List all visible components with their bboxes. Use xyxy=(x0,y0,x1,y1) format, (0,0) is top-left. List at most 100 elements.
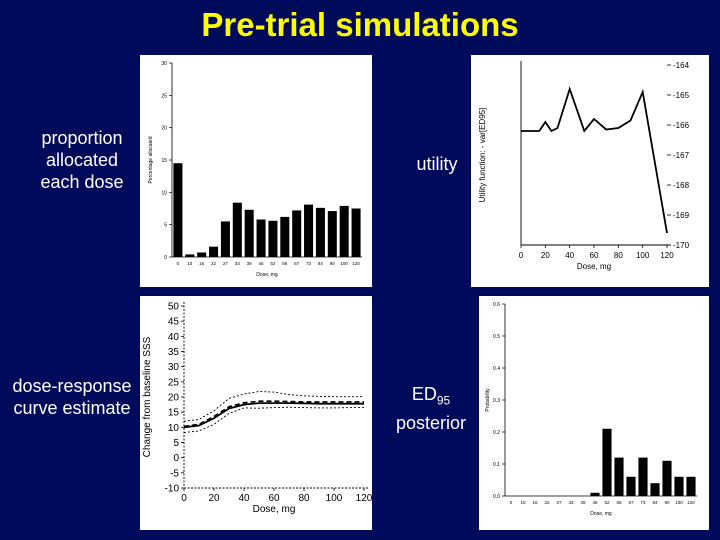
bar xyxy=(304,204,314,257)
x-tick-label: 40 xyxy=(238,493,250,504)
y-tick-label: 10 xyxy=(161,190,167,196)
bar xyxy=(674,476,684,496)
x-tick-label: 33 xyxy=(235,261,241,266)
slide-title: Pre-trial simulations xyxy=(201,6,519,43)
x-tick-label: 90 xyxy=(664,500,670,505)
x-axis-label: Dose, mg xyxy=(256,272,278,278)
y-tick-label: 0.1 xyxy=(493,462,500,468)
x-tick-label: 120 xyxy=(356,493,372,504)
x-tick-label: 10 xyxy=(520,500,526,505)
y-axis-label: Utility function: - var[ED95] xyxy=(478,108,487,203)
y-axis-label: Change from baseline SSS xyxy=(142,336,153,457)
x-tick-label: 73 xyxy=(306,261,312,266)
bar xyxy=(590,492,600,496)
x-tick-label: 10 xyxy=(187,261,193,266)
y-tick-label: -169 xyxy=(673,211,690,220)
y-tick-label: 5 xyxy=(164,223,167,229)
x-tick-label: 45 xyxy=(592,500,598,505)
x-tick-label: 16 xyxy=(532,500,538,505)
x-tick-label: 39 xyxy=(580,500,586,505)
caption-ed95-line-2: posterior xyxy=(395,412,467,433)
bar xyxy=(351,208,361,257)
bar xyxy=(173,163,183,257)
y-tick-label: 5 xyxy=(173,438,179,449)
y-tick-label: 50 xyxy=(168,302,180,313)
caption-ed95: ED95 posterior xyxy=(388,383,474,434)
bar xyxy=(614,457,624,496)
x-tick-label: 0 xyxy=(519,251,524,260)
bar xyxy=(662,460,672,496)
y-tick-label: -166 xyxy=(673,121,690,130)
y-tick-label: -165 xyxy=(673,91,690,100)
caption-ed95-main: ED xyxy=(411,384,437,404)
caption-utility: utility xyxy=(416,154,458,174)
bar xyxy=(292,210,302,257)
x-tick-label: 84 xyxy=(652,500,658,505)
x-tick-label: 100 xyxy=(636,251,650,260)
y-tick-label: 0 xyxy=(173,453,179,464)
y-tick-label: 30 xyxy=(161,61,167,67)
y-tick-label: -168 xyxy=(673,181,690,190)
ed95-posterior-bar-chart: 0.0 0.1 0.2 0.3 0.4 0.5 0.6 0 10 16 22 27 33 39 45 52 56… xyxy=(485,302,697,517)
y-tick-label: 0.2 xyxy=(493,430,500,436)
dose-response-chart-panel: -10 -5 0 5 10 15 20 25 30 35 40 45 50 0 20 40 60 80 100 120… xyxy=(140,296,373,530)
caption-dose-response-line-1: dose-response xyxy=(12,376,132,396)
x-tick-label: 22 xyxy=(544,500,550,505)
y-tick-label: 0.3 xyxy=(493,398,500,404)
x-tick-label: 60 xyxy=(268,493,280,504)
bar xyxy=(686,476,696,496)
x-tick-label: 0 xyxy=(177,261,180,266)
x-tick-label: 120 xyxy=(687,500,695,505)
y-tick-label: 45 xyxy=(168,317,180,328)
series-line-solid xyxy=(183,402,364,429)
x-tick-label: 80 xyxy=(298,493,310,504)
bar xyxy=(280,216,290,257)
y-tick-label: 0.6 xyxy=(493,302,500,308)
x-tick-label: 60 xyxy=(590,251,599,260)
series-line-dotted xyxy=(183,391,364,422)
y-tick-label: 20 xyxy=(161,126,167,132)
x-tick-label: 90 xyxy=(330,261,336,266)
allocation-bar-chart: 0 5 10 15 20 25 30 0 10 16 22 27 33 39 45 52 56 67 73 84 90 1… xyxy=(148,61,362,278)
x-tick-label: 39 xyxy=(247,261,253,266)
x-tick-label: 27 xyxy=(556,500,562,505)
x-tick-label: 45 xyxy=(259,261,265,266)
x-tick-label: 20 xyxy=(541,251,550,260)
x-tick-label: 56 xyxy=(616,500,622,505)
y-tick-label: -167 xyxy=(673,151,690,160)
utility-chart-panel: -164 -165 -166 -167 -168 -169 -170 0 20 40 60 80 100… xyxy=(471,55,709,287)
bar xyxy=(339,205,349,257)
x-tick-label: 0 xyxy=(510,500,513,505)
bar xyxy=(232,202,242,257)
caption-allocation-line-3: each dose xyxy=(40,172,124,192)
y-tick-label: 0 xyxy=(164,255,167,261)
utility-line-chart: -164 -165 -166 -167 -168 -169 -170 0 20 40 60 80 100… xyxy=(478,61,690,271)
bar xyxy=(626,476,636,496)
x-tick-label: 52 xyxy=(270,261,276,266)
y-tick-label: 20 xyxy=(168,393,180,404)
y-tick-label: 25 xyxy=(161,93,167,99)
y-tick-label: 35 xyxy=(168,347,180,358)
y-tick-label: -10 xyxy=(165,484,180,495)
bar xyxy=(315,207,325,257)
x-tick-label: 16 xyxy=(199,261,205,266)
x-tick-label: 80 xyxy=(614,251,623,260)
bar xyxy=(220,221,230,257)
y-tick-label: 0.4 xyxy=(493,366,500,372)
x-tick-label: 40 xyxy=(565,251,574,260)
bar xyxy=(602,428,612,496)
x-tick-label: 33 xyxy=(568,500,574,505)
y-tick-label: 10 xyxy=(168,423,180,434)
x-tick-label: 22 xyxy=(211,261,217,266)
y-tick-label: 15 xyxy=(161,158,167,164)
y-tick-label: -170 xyxy=(673,241,690,250)
ed95-chart-panel: 0.0 0.1 0.2 0.3 0.4 0.5 0.6 0 10 16 22 27 33 39 45 52 56… xyxy=(479,296,709,530)
x-axis-label: Dose, mg xyxy=(577,262,611,271)
y-tick-label: 0.5 xyxy=(493,334,500,340)
x-tick-label: 120 xyxy=(352,261,360,266)
y-axis-label: Percentage allocated xyxy=(148,136,154,183)
caption-allocation-line-1: proportion xyxy=(41,128,123,148)
x-tick-label: 73 xyxy=(640,500,646,505)
bar xyxy=(185,254,195,257)
x-tick-label: 100 xyxy=(326,493,343,504)
